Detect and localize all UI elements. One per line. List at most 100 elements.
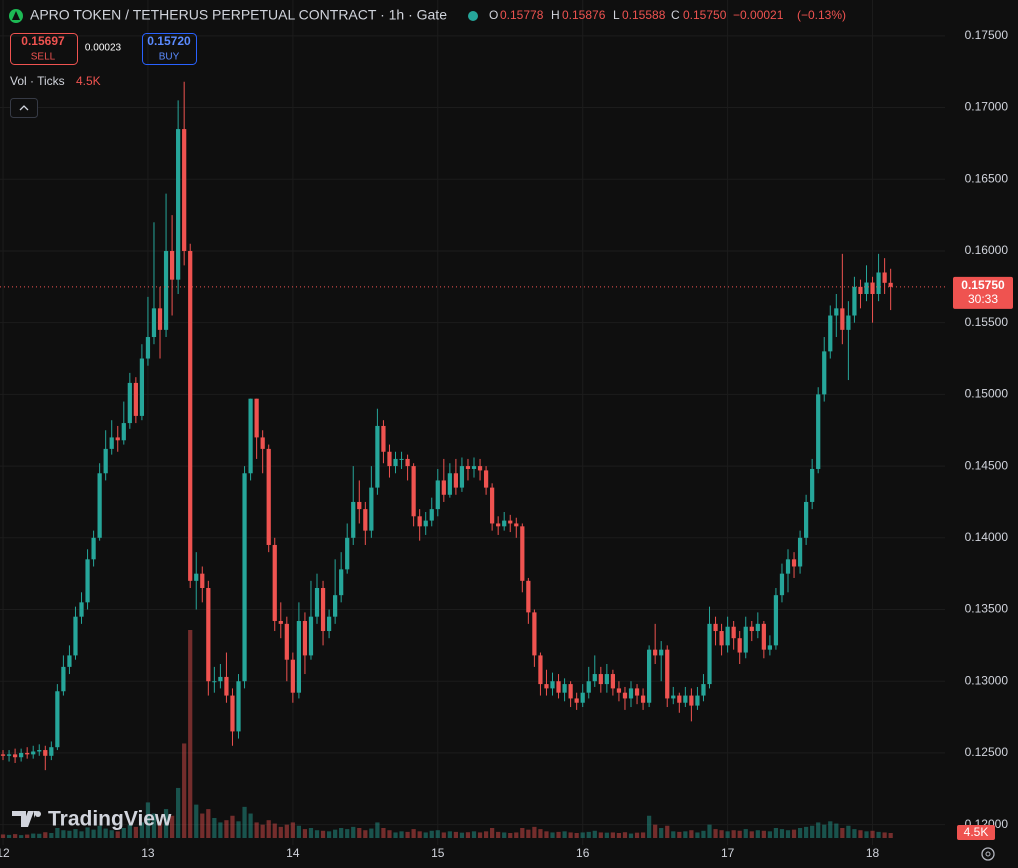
candle-body: [568, 684, 573, 699]
candle-body: [0, 754, 6, 756]
volume-bar: [236, 821, 241, 838]
volume-bar: [882, 832, 887, 838]
volume-bar: [290, 822, 295, 838]
volume-bar: [417, 831, 422, 838]
candle-body: [689, 695, 694, 706]
candle-body: [810, 468, 815, 502]
volume-bar: [719, 830, 724, 838]
volume-bar: [387, 830, 392, 838]
volume-bar: [604, 832, 609, 838]
candle-body: [701, 684, 706, 696]
candle-body: [773, 595, 779, 646]
volume-bar: [25, 834, 30, 838]
volume-bar: [447, 831, 452, 838]
sell-price[interactable]: 0.15697: [21, 34, 65, 48]
volume-bar: [85, 827, 90, 838]
buy-button[interactable]: [142, 33, 197, 65]
collapse-button[interactable]: [10, 98, 38, 118]
candle-body: [326, 616, 332, 632]
candle-body: [151, 308, 157, 338]
candle-body: [846, 315, 851, 330]
volume-bar: [393, 832, 398, 838]
volume-bar: [767, 831, 773, 838]
candle-body: [634, 688, 640, 696]
candle-body: [592, 674, 597, 682]
candle-body: [357, 501, 362, 510]
volume-bar: [834, 823, 839, 838]
ohlc-key: C: [671, 8, 680, 22]
volume-bar: [804, 826, 809, 838]
volume-bar: [423, 832, 428, 838]
volume-bar: [459, 832, 465, 838]
volume-bar: [737, 830, 742, 838]
volume-bar: [659, 827, 664, 838]
volume-bar: [345, 829, 350, 838]
volume-bar: [453, 831, 459, 838]
candle-body: [242, 473, 247, 682]
volume-bar: [647, 815, 652, 838]
volume-bar: [616, 832, 622, 838]
collapse-icon[interactable]: [19, 105, 29, 111]
settings-icon[interactable]: [985, 851, 991, 857]
candle-body: [755, 623, 760, 632]
volume-bar: [314, 830, 320, 838]
buy-label[interactable]: BUY: [159, 52, 180, 63]
volume-bar: [103, 828, 108, 838]
volume-bar: [97, 825, 102, 838]
volume-bar: [188, 630, 193, 838]
candle-body: [429, 509, 434, 521]
x-tick-label: 14: [286, 846, 300, 860]
change: −0.00021: [733, 8, 784, 22]
candle-body: [490, 487, 495, 524]
volume-bar: [628, 833, 634, 838]
candle-body: [888, 282, 893, 287]
candle-body: [761, 623, 766, 650]
candle-body: [574, 698, 579, 703]
candle-body: [785, 559, 791, 574]
volume-bar: [115, 831, 120, 838]
buy-price[interactable]: 0.15720: [147, 34, 191, 48]
volume-bar: [514, 832, 519, 838]
settings-button[interactable]: [981, 847, 995, 861]
candle-body: [333, 595, 338, 617]
volume-bar: [351, 826, 356, 838]
volume-bar: [200, 813, 205, 838]
volume-bar: [713, 829, 718, 838]
volume-bar: [121, 827, 126, 838]
candle-body: [206, 588, 211, 682]
volume-bar: [743, 829, 748, 838]
candle-body: [459, 466, 465, 488]
candle-body: [85, 559, 90, 603]
volume-bar: [369, 828, 374, 838]
volume-bar: [79, 831, 84, 838]
volume-bar: [333, 829, 338, 838]
volume-bar: [773, 827, 779, 838]
candle-body: [628, 688, 634, 699]
ohlc-key: O: [489, 8, 498, 22]
volume-bar: [816, 822, 821, 838]
volume-bar: [731, 830, 736, 838]
volume-bar: [671, 831, 676, 838]
sell-button[interactable]: [10, 33, 78, 65]
symbol-title: APRO TOKEN / TETHERUS PERPETUAL CONTRACT…: [30, 7, 447, 23]
candle-body: [797, 537, 803, 567]
candle-body: [37, 750, 42, 752]
candle-body: [538, 655, 543, 685]
volume-bar: [677, 831, 682, 838]
candle-body: [290, 659, 295, 693]
candle-body: [804, 501, 809, 538]
candle-body: [25, 752, 30, 755]
sell-label[interactable]: SELL: [31, 52, 56, 63]
candle-body: [737, 638, 742, 653]
candle-body: [659, 649, 664, 656]
volume-bar: [399, 831, 404, 838]
candle-body: [822, 351, 827, 395]
volume-bar: [526, 829, 531, 838]
candle-body: [828, 315, 833, 352]
candle-body: [169, 250, 175, 280]
market-status: [468, 11, 478, 21]
last-price-label: 0.15750: [961, 278, 1005, 292]
volume-bar: [19, 835, 24, 838]
candle-body: [719, 631, 724, 646]
volume-bar: [634, 832, 640, 838]
